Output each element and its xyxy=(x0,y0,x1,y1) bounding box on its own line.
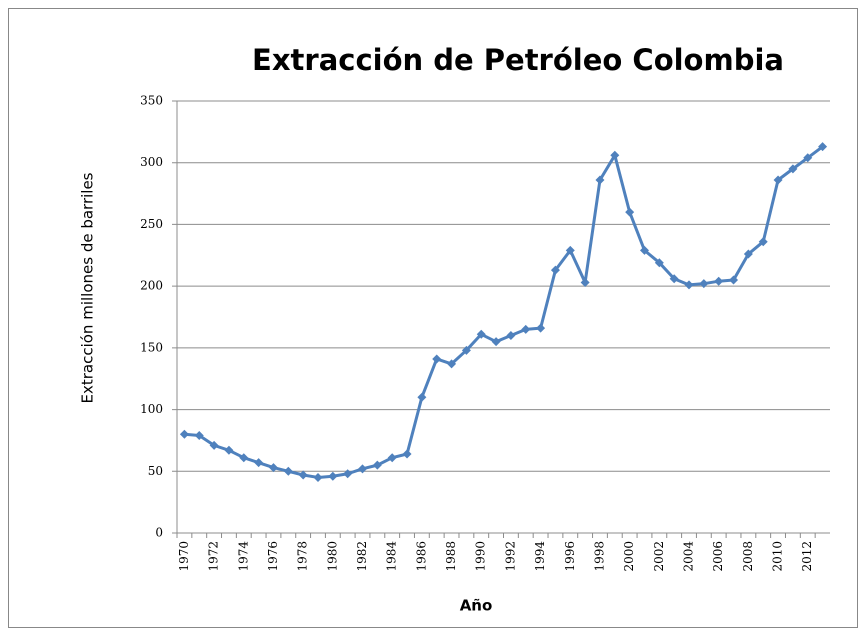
x-tick-label: 1992 xyxy=(503,541,517,572)
point-marker xyxy=(461,345,471,355)
point-marker xyxy=(773,175,783,185)
y-tick-label: 150 xyxy=(140,340,163,354)
x-tick-label: 2004 xyxy=(682,541,696,572)
point-marker xyxy=(803,153,813,163)
point-marker xyxy=(654,258,664,268)
point-marker xyxy=(506,331,516,341)
x-tick-label: 1994 xyxy=(533,541,547,572)
x-tick-label: 1998 xyxy=(592,541,606,572)
x-axis-label: Año xyxy=(460,597,493,615)
y-tick-label: 200 xyxy=(140,279,163,293)
point-marker xyxy=(447,359,457,369)
point-marker xyxy=(239,453,249,463)
point-marker xyxy=(358,464,368,474)
x-tick-label: 2008 xyxy=(741,541,755,572)
point-marker xyxy=(639,245,649,255)
point-marker xyxy=(372,460,382,470)
x-tick-label: 1974 xyxy=(236,541,250,572)
point-marker xyxy=(536,323,546,333)
point-marker xyxy=(476,329,486,339)
x-tick-label: 2012 xyxy=(800,541,814,572)
point-marker xyxy=(194,430,204,440)
x-tick-label: 2000 xyxy=(622,541,636,572)
point-marker xyxy=(432,354,442,364)
point-marker xyxy=(224,445,234,455)
point-marker xyxy=(313,472,323,482)
y-tick-label: 50 xyxy=(148,464,163,478)
x-tick-label: 2010 xyxy=(771,541,785,572)
point-marker xyxy=(669,274,679,284)
chart-frame xyxy=(8,8,858,628)
x-tick-label: 1982 xyxy=(355,541,369,572)
y-axis-label: Extracción millones de barriles xyxy=(79,172,97,403)
x-tick-label: 1972 xyxy=(207,541,221,572)
point-marker xyxy=(758,237,768,247)
point-marker xyxy=(298,470,308,480)
point-marker xyxy=(343,469,353,479)
x-tick-label: 1988 xyxy=(444,541,458,572)
x-tick-label: 1984 xyxy=(385,541,399,572)
point-marker xyxy=(743,249,753,259)
point-marker xyxy=(254,458,264,468)
point-marker xyxy=(209,440,219,450)
x-tick-label: 2006 xyxy=(711,541,725,572)
point-marker xyxy=(417,392,427,402)
y-tick-label: 350 xyxy=(140,94,163,108)
point-marker xyxy=(565,245,575,255)
x-tick-label: 1976 xyxy=(266,541,280,572)
point-marker xyxy=(729,275,739,285)
x-tick-label: 1986 xyxy=(414,541,428,572)
y-tick-label: 0 xyxy=(155,526,163,540)
x-tick-label: 1970 xyxy=(177,541,191,572)
point-marker xyxy=(818,142,828,152)
point-marker xyxy=(550,265,560,275)
point-marker xyxy=(387,453,397,463)
x-tick-label: 1996 xyxy=(563,541,577,572)
x-tick-label: 1980 xyxy=(325,541,339,572)
point-marker xyxy=(268,463,278,473)
point-marker xyxy=(788,164,798,174)
point-marker xyxy=(402,449,412,459)
y-tick-label: 100 xyxy=(140,402,163,416)
point-marker xyxy=(521,324,531,334)
chart-title: Extracción de Petróleo Colombia xyxy=(252,43,784,77)
point-marker xyxy=(699,279,709,289)
y-tick-label: 300 xyxy=(140,155,163,169)
x-tick-label: 2002 xyxy=(652,541,666,572)
point-marker xyxy=(610,150,620,160)
point-marker xyxy=(625,207,635,217)
point-marker xyxy=(595,175,605,185)
x-tick-label: 1978 xyxy=(296,541,310,572)
point-marker xyxy=(179,429,189,439)
point-marker xyxy=(283,466,293,476)
point-marker xyxy=(714,276,724,286)
y-tick-label: 250 xyxy=(140,217,163,231)
point-marker xyxy=(328,471,338,481)
x-tick-label: 1990 xyxy=(474,541,488,572)
point-marker xyxy=(684,280,694,290)
point-marker xyxy=(580,277,590,287)
point-marker xyxy=(491,337,501,347)
